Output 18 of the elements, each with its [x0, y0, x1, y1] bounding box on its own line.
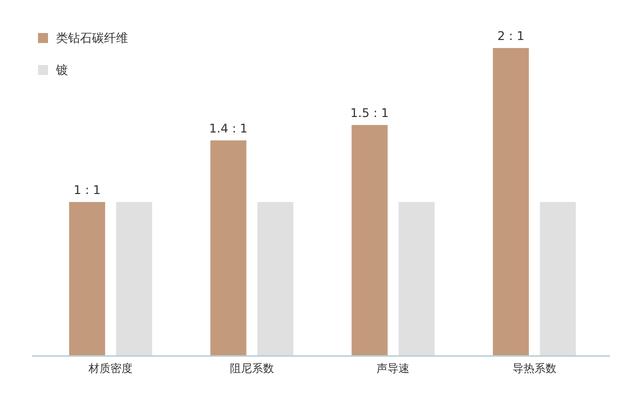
data-label: 1.4 : 1: [209, 121, 248, 136]
bar: [352, 125, 388, 356]
data-label: 1.5 : 1: [350, 106, 389, 120]
bar: [398, 202, 435, 356]
bar: [116, 202, 152, 356]
bar: [210, 140, 246, 356]
x-tick-label: 材质密度: [88, 362, 133, 375]
legend-label: 镀: [55, 63, 68, 77]
data-label: 1 : 1: [74, 183, 101, 197]
legend-label: 类钻石碳纤维: [56, 31, 128, 45]
data-label: 2 : 1: [497, 29, 524, 43]
x-tick-label: 声导速: [376, 362, 410, 375]
bar: [492, 48, 529, 356]
x-tick-label: 阻尼系数: [230, 362, 274, 375]
bar: [257, 202, 294, 356]
x-tick-label: 导热系数: [512, 362, 556, 375]
bar: [69, 202, 106, 356]
bar: [540, 202, 576, 356]
